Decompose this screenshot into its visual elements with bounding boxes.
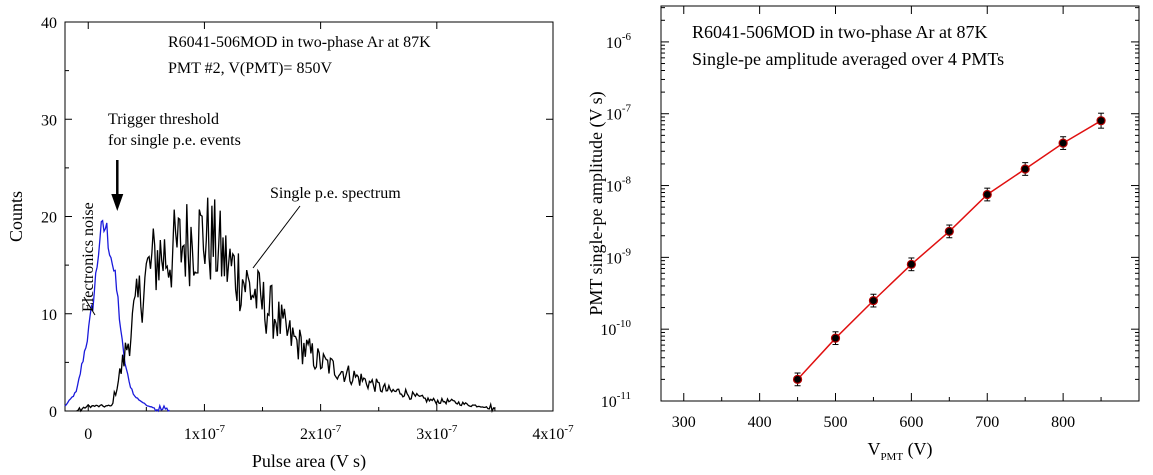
right-x-tick-label: 700 [975,414,999,431]
right-y-tick-exp: -7 [622,103,632,115]
left-x-tick-mantissa: 2x10 [300,426,332,443]
right-y-tick-label: 10-8 [606,175,632,196]
left-series-line [76,197,496,414]
right-y-tick-label: 10-11 [601,390,631,411]
data-point [1058,138,1068,148]
right-x-axis-label-sub: PMT [880,451,903,463]
left-series-line [64,219,170,413]
right-x-tick-label: 500 [824,414,848,431]
spectrum-annotation: Single p.e. spectrum [270,185,401,202]
data-point [868,296,879,306]
left-x-tick-exp: -7 [216,423,226,435]
left-x-tick-exp: -7 [448,423,458,435]
right-y-axis-label: PMT single-pe amplitude (V s) [586,91,607,315]
right-y-tick-exp: -6 [622,31,632,43]
left-x-tick-label: 2x10-7 [300,423,342,443]
right-x-tick-label: 400 [748,414,772,431]
spectrum-pointer [252,205,301,269]
data-point [982,189,992,200]
right-y-tick-exp: -9 [622,246,632,258]
fit-line [797,120,1102,380]
left-x-tick-mantissa: 4x10 [532,426,564,443]
data-point [1096,116,1106,126]
left-y-tick-label: 20 [41,210,57,227]
right-y-tick-base: 10 [606,250,622,267]
left-plot-frame [64,21,554,412]
left-x-tick-label: 3x10-7 [416,423,458,443]
left-y-tick-label: 0 [49,404,57,421]
right-chart-subtitle: Single-pe amplitude averaged over 4 PMTs [692,49,1004,69]
right-x-axis-label: VPMT (V) [867,439,932,463]
left-x-tick-label: 1x10-7 [184,423,226,443]
right-y-tick-label: 10-9 [606,246,632,267]
data-point [830,333,841,343]
right-plot-frame [660,5,1140,402]
right-chart: 300 400 500 600 700 80010-1110-1010-910-810-7… [586,5,1140,463]
right-y-tick-base: 10 [600,322,616,339]
left-x-tick-mantissa: 3x10 [416,426,448,443]
left-chart-title: R6041-506MOD in two-phase Ar at 87K [168,34,431,51]
right-y-tick-label: 10-6 [606,31,632,52]
noise-annotation: Electronics noise [80,202,97,312]
right-y-tick-label: 10-10 [600,318,631,339]
data-point [944,226,954,236]
right-y-tick-exp: -10 [616,318,631,330]
right-series-group [792,112,1106,387]
left-chart-subtitle: PMT #2, V(PMT)= 850V [168,60,332,77]
right-chart-title: R6041-506MOD in two-phase Ar at 87K [692,22,987,42]
right-x-tick-label: 800 [1051,414,1075,431]
left-x-tick-mantissa: 1x10 [184,426,216,443]
left-series-group [64,197,496,414]
right-x-tick-label: 600 [899,414,923,431]
left-y-axis-label: Counts [6,191,26,242]
data-point [1020,164,1030,174]
trigger-annotation-line2: for single p.e. events [108,132,241,149]
trigger-arrow-head [111,194,124,211]
left-x-tick-label: 4x10-7 [532,423,574,443]
right-y-tick-base: 10 [606,179,622,196]
left-y-tick-label: 30 [41,112,57,129]
left-x-tick-exp: -7 [332,423,342,435]
left-x-tick-exp: -7 [564,423,574,435]
right-x-axis-label-v: V [867,439,880,459]
noise-pointer [83,296,96,316]
trigger-annotation-line1: Trigger threshold [108,111,219,128]
right-x-axis-label-unit: (V) [903,439,933,460]
data-point [906,259,916,269]
left-x-tick-mantissa: 0 [84,426,92,443]
right-y-tick-label: 10-7 [606,103,632,124]
data-point [792,374,803,384]
right-x-tick-label: 300 [672,414,696,431]
left-y-tick-label: 10 [41,307,57,324]
right-y-tick-base: 10 [606,35,622,52]
left-x-axis-label: Pulse area (V s) [252,451,366,472]
right-axis-ticks: 300 400 500 600 700 80010-1110-1010-910-810-7… [600,6,1139,431]
right-y-tick-exp: -8 [622,175,632,187]
right-y-tick-exp: -11 [617,390,631,402]
right-y-tick-base: 10 [606,107,622,124]
left-x-tick-label: 0 [84,426,92,443]
left-y-tick-label: 40 [41,15,57,32]
right-y-tick-base: 10 [601,394,617,411]
